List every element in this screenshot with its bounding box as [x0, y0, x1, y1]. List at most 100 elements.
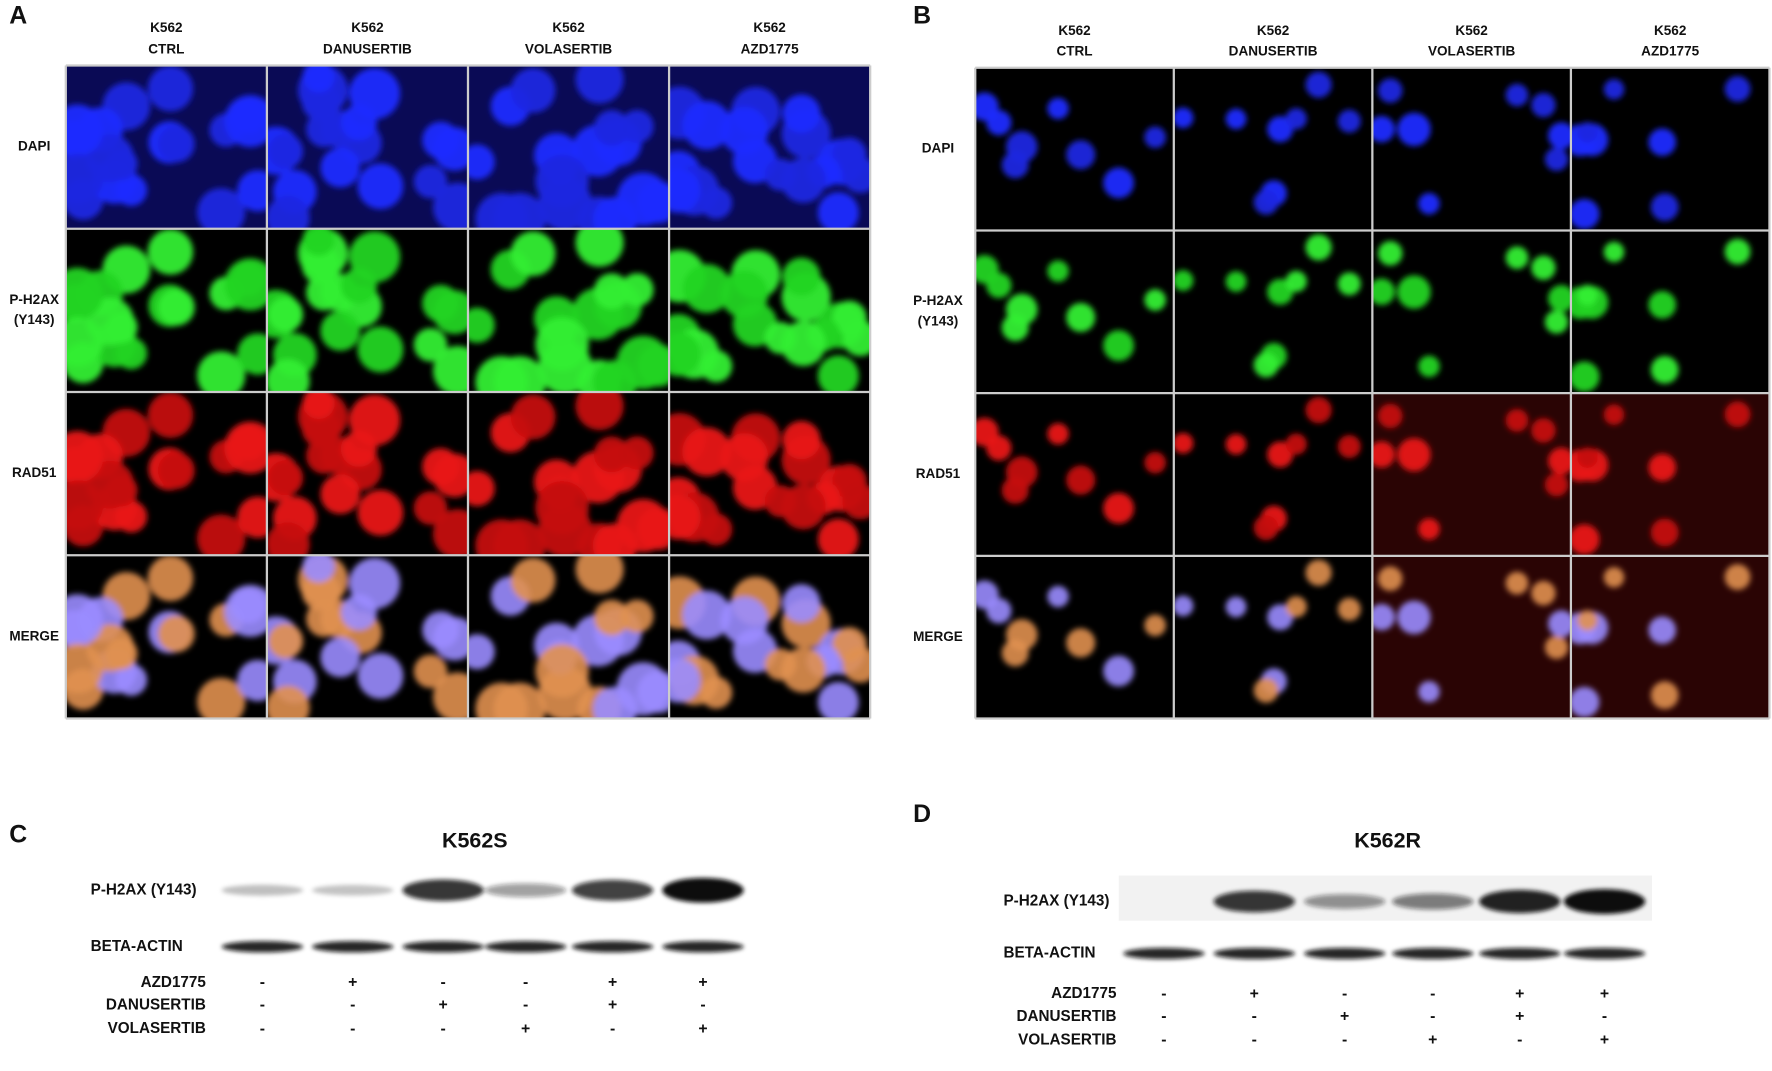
- cell: [266, 359, 310, 393]
- cell: [413, 491, 448, 525]
- cell: [842, 157, 871, 193]
- cell: [1570, 524, 1600, 555]
- cell: [1337, 435, 1361, 459]
- cell: [616, 335, 670, 389]
- cell: [230, 425, 267, 461]
- cell: [1066, 302, 1096, 332]
- treatment-sign: +: [698, 1020, 707, 1037]
- cell: [1305, 396, 1332, 424]
- cell: [475, 356, 528, 393]
- cells: [669, 86, 871, 229]
- cell: [1544, 472, 1569, 497]
- treatment-sign: -: [1252, 1008, 1257, 1025]
- treatment-sign: -: [523, 974, 528, 991]
- band-label: BETA-ACTIN: [1003, 945, 1095, 962]
- cell: [1066, 140, 1096, 170]
- band: [662, 941, 744, 953]
- treatment-sign: -: [1602, 1008, 1607, 1025]
- cell: [510, 68, 556, 113]
- column-label: K562: [552, 20, 584, 35]
- cell: [1603, 79, 1625, 100]
- cell: [780, 321, 826, 367]
- cell: [1285, 108, 1307, 130]
- cells: [669, 413, 871, 556]
- cell: [340, 104, 377, 141]
- cell: [616, 662, 670, 716]
- panel-letter: D: [913, 801, 931, 828]
- treatment-label: AZD1775: [1051, 985, 1117, 1002]
- cell: [1505, 571, 1529, 595]
- cell: [340, 267, 377, 304]
- cell: [433, 672, 468, 719]
- cell: [266, 685, 310, 719]
- cell: [1418, 518, 1440, 540]
- cells: [1173, 71, 1361, 215]
- cell: [593, 599, 630, 636]
- cell: [510, 231, 556, 277]
- cell: [1548, 122, 1571, 150]
- cell: [1650, 355, 1679, 384]
- cell: [1724, 401, 1751, 428]
- row-label: (Y143): [14, 312, 55, 327]
- cell: [1047, 585, 1069, 608]
- row-label: P-H2AX: [913, 293, 963, 308]
- column-label: VOLASERTIB: [525, 41, 613, 56]
- cell: [1648, 291, 1677, 319]
- row-label: (Y143): [918, 314, 959, 329]
- cells: [266, 392, 468, 556]
- cell: [320, 310, 361, 351]
- treatment-sign: +: [348, 974, 357, 991]
- bands: [1123, 889, 1646, 960]
- cell: [413, 164, 448, 199]
- cell: [1603, 404, 1625, 425]
- treatment-sign: -: [1161, 1008, 1166, 1025]
- cell: [1577, 610, 1598, 631]
- cell: [301, 82, 341, 122]
- cell: [357, 163, 404, 210]
- treatment-sign: -: [1161, 985, 1166, 1002]
- cell: [147, 392, 194, 438]
- cell: [780, 157, 826, 203]
- cell: [1225, 596, 1247, 618]
- cell: [115, 663, 148, 696]
- band: [1479, 889, 1561, 914]
- cell: [1397, 275, 1431, 309]
- cell: [616, 172, 670, 226]
- cell: [320, 147, 361, 188]
- treatment-sign: -: [1430, 985, 1435, 1002]
- cell: [842, 646, 871, 683]
- cell: [1531, 255, 1556, 280]
- cell: [780, 484, 826, 530]
- treatment-sign: +: [1515, 985, 1524, 1002]
- band: [484, 883, 567, 898]
- cell: [1066, 465, 1096, 495]
- cell: [157, 615, 195, 653]
- treatment-sign: -: [1252, 1032, 1257, 1049]
- cell: [1285, 270, 1307, 293]
- treatment-sign: +: [1340, 1008, 1349, 1025]
- cell: [1047, 260, 1069, 282]
- cells: [975, 92, 1166, 199]
- treatment-sign: +: [608, 997, 617, 1014]
- row-label: RAD51: [916, 466, 961, 481]
- cell: [817, 518, 859, 556]
- cell: [475, 519, 528, 556]
- cell: [1173, 432, 1194, 454]
- cell: [65, 594, 104, 646]
- cell: [1650, 681, 1679, 710]
- cell: [230, 588, 267, 624]
- row-label: RAD51: [12, 465, 57, 480]
- cell: [340, 430, 377, 467]
- cell: [1577, 122, 1598, 143]
- cell: [1225, 433, 1247, 455]
- cell: [1531, 418, 1556, 443]
- cell: [682, 100, 732, 150]
- band: [1392, 893, 1474, 910]
- cell: [1377, 78, 1403, 103]
- cell: [1253, 352, 1279, 378]
- cell: [197, 188, 246, 229]
- band: [1304, 947, 1386, 960]
- cell: [105, 637, 138, 670]
- cell: [1648, 616, 1677, 645]
